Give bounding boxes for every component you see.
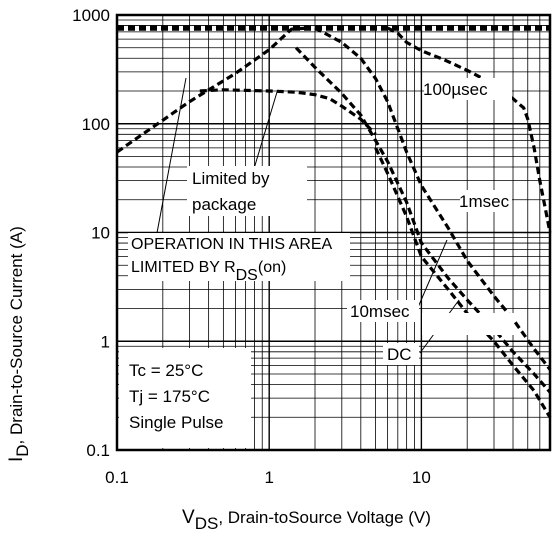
tick-labels: 0.1 1 10 0.1 1 10 100 1000 xyxy=(72,6,431,487)
label-operation-area: OPERATION IN THIS AREA xyxy=(131,236,333,253)
y-tick-label: 10 xyxy=(91,224,110,243)
y-axis-label: ID, Drain-to-Source Current (A) xyxy=(6,226,32,462)
cond-tj: Tj = 175°C xyxy=(129,387,210,406)
label-100usec: 100µsec xyxy=(423,80,488,99)
label-10msec: 10msec xyxy=(350,302,410,321)
rds-sub: DS xyxy=(236,267,258,284)
y-axis-main: I xyxy=(6,457,27,462)
y-axis-rest: , Drain-to-Source Current (A) xyxy=(7,226,26,444)
y-tick-label: 1000 xyxy=(72,6,110,25)
label-package: package xyxy=(192,195,256,214)
x-tick-label: 1 xyxy=(264,468,273,487)
label-limited-by: Limited by xyxy=(192,169,270,188)
series-line xyxy=(294,46,552,394)
label-dc: DC xyxy=(387,345,412,364)
rds-rest: (on) xyxy=(258,259,286,276)
x-axis-label: VDS, Drain-toSource Voltage (V) xyxy=(182,507,431,533)
x-tick-label: 10 xyxy=(412,468,431,487)
x-axis-main: V xyxy=(182,507,195,528)
y-tick-label: 0.1 xyxy=(86,441,110,460)
x-axis-rest: , Drain-toSource Voltage (V) xyxy=(218,508,431,527)
series-line xyxy=(374,147,552,419)
y-tick-label: 1 xyxy=(101,332,110,351)
y-tick-label: 100 xyxy=(82,115,110,134)
annotations: 100µsec 1msec 10msec DC Limited by packa… xyxy=(119,77,514,448)
series-line xyxy=(199,88,377,136)
cond-tc: Tc = 25°C xyxy=(129,361,203,380)
rds-main: LIMITED BY R xyxy=(131,259,236,276)
x-axis-sub: DS xyxy=(195,514,219,533)
x-tick-label: 0.1 xyxy=(105,468,129,487)
y-axis-sub: D xyxy=(13,444,32,456)
leader-rds-on xyxy=(156,77,187,234)
label-limited-by-rds: LIMITED BY RDS(on) xyxy=(131,259,286,284)
leader-10msec xyxy=(415,239,448,313)
label-1msec: 1msec xyxy=(459,192,510,211)
cond-pulse: Single Pulse xyxy=(129,413,224,432)
series-line xyxy=(314,26,552,371)
